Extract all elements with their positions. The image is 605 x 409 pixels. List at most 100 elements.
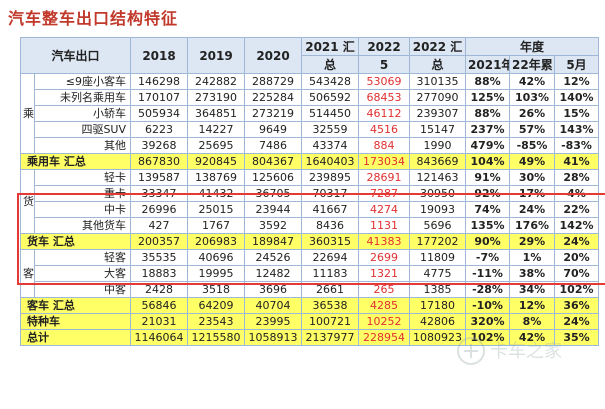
- cell: 46112: [358, 105, 411, 122]
- cell: 10252: [358, 313, 411, 330]
- header-22-cumulative: 22年累: [509, 55, 556, 74]
- header-2022-total-a: 2022 汇: [409, 37, 467, 56]
- cell: 867830: [130, 153, 189, 170]
- header-category: 汽车出口: [19, 37, 132, 74]
- cell: 427: [130, 217, 189, 234]
- cell: 125606: [244, 169, 303, 186]
- cell: 56846: [130, 297, 189, 314]
- cell: 2699: [358, 249, 411, 266]
- cell: 43374: [301, 137, 360, 154]
- cell: 8%: [509, 313, 556, 330]
- cell: 68453: [358, 89, 411, 106]
- cell: 17180: [409, 297, 467, 314]
- cell: 2137977: [301, 329, 360, 346]
- cell: 88%: [465, 73, 511, 90]
- table-row: 大客 18883 19995 12482 11183 1321 4775 -11% 38% 70%: [21, 265, 600, 282]
- cell: 177202: [409, 233, 467, 250]
- cell: 15147: [409, 121, 467, 138]
- cell: 4%: [554, 185, 600, 202]
- cell: 57%: [509, 121, 556, 138]
- summary-row: 客车 汇总 56846 64209 40704 36538 4285 17180 -10% 12…: [19, 297, 600, 314]
- cell: 30%: [509, 169, 556, 186]
- cell: 4775: [409, 265, 467, 282]
- cell: 843669: [409, 153, 467, 170]
- cell: 140%: [554, 89, 600, 106]
- cell: 11809: [409, 249, 467, 266]
- table-row: 其他 39268 25695 7486 43374 884 1990 479% -85% -83%: [21, 137, 600, 154]
- cell: 228954: [358, 329, 411, 346]
- cell: 24%: [554, 313, 600, 330]
- cell: 139587: [130, 169, 189, 186]
- header-2022-b: 5: [358, 55, 411, 74]
- cell: 102%: [465, 329, 511, 346]
- cell: 225284: [244, 89, 303, 106]
- cell: 360315: [301, 233, 360, 250]
- row-label: 轻客: [33, 249, 132, 266]
- header-2022-total-b: 总: [409, 55, 467, 74]
- cell: 64209: [187, 297, 246, 314]
- header-row-1: 汽车出口 2018 2019 2020 2021 汇 2022 2022 汇 年…: [19, 37, 600, 74]
- cell: 1215580: [187, 329, 246, 346]
- summary-row: 货车 汇总 200357 206983 189847 360315 41383 177202…: [19, 233, 600, 250]
- cell: -10%: [465, 297, 511, 314]
- cell: 1385: [409, 281, 467, 298]
- cell: 104%: [465, 153, 511, 170]
- cell: 884: [358, 137, 411, 154]
- cell: 38%: [509, 265, 556, 282]
- header-may: 5月: [554, 55, 600, 74]
- cell: 143%: [554, 121, 600, 138]
- cell: 121463: [409, 169, 467, 186]
- cell: 90%: [465, 233, 511, 250]
- row-label: 中卡: [33, 201, 132, 218]
- cell: 26%: [509, 105, 556, 122]
- header-2021-growth: 2021年: [465, 55, 511, 74]
- cell: 19995: [187, 265, 246, 282]
- header-annual: 年度: [465, 37, 600, 56]
- cell: 70%: [554, 265, 600, 282]
- cell: 506592: [301, 89, 360, 106]
- cell: 18883: [130, 265, 189, 282]
- cell: 239895: [301, 169, 360, 186]
- table-row: 中客 2428 3518 3696 2661 265 1385 -28% 34% 102%: [21, 281, 600, 298]
- export-structure-table: 汽车出口 2018 2019 2020 2021 汇 2022 2022 汇 年…: [19, 37, 600, 346]
- cell: 1767: [187, 217, 246, 234]
- cell: 29%: [509, 233, 556, 250]
- row-label: 中客: [33, 281, 132, 298]
- table-row: 货车轻卡139587138769125606239895286911214639…: [20, 169, 600, 234]
- cell: 239307: [409, 105, 467, 122]
- cell: 1%: [509, 249, 556, 266]
- cell: 41667: [301, 201, 360, 218]
- header-2019: 2019: [187, 37, 246, 74]
- cell: -28%: [465, 281, 511, 298]
- cell: 24%: [554, 233, 600, 250]
- row-label: ≤9座小客车: [33, 73, 132, 90]
- cell: 320%: [465, 313, 511, 330]
- row-label: 轻卡: [33, 169, 132, 186]
- cell: 173034: [358, 153, 411, 170]
- cell: 170107: [130, 89, 189, 106]
- row-label: 小轿车: [33, 105, 132, 122]
- cell: 1058913: [244, 329, 303, 346]
- cell: 273219: [244, 105, 303, 122]
- cell: 4516: [358, 121, 411, 138]
- cell: 4285: [358, 297, 411, 314]
- row-label: 未列名乘用车: [33, 89, 132, 106]
- cell: 102%: [554, 281, 600, 298]
- cell: 42%: [509, 329, 556, 346]
- cell: 22694: [301, 249, 360, 266]
- cell: 2428: [130, 281, 189, 298]
- cell: 505934: [130, 105, 189, 122]
- cell: 28691: [358, 169, 411, 186]
- cell: 35%: [554, 329, 600, 346]
- row-label: 乘用车 汇总: [19, 153, 132, 170]
- summary-row: 乘用车 汇总 867830 920845 804367 1640403 173034 843…: [19, 153, 600, 170]
- group-label-truck: 货车: [20, 169, 35, 234]
- cell: 88%: [465, 105, 511, 122]
- summary-row: 总计 1146064 1215580 1058913 2137977 228954 1080…: [19, 329, 600, 346]
- cell: 146298: [130, 73, 189, 90]
- row-label: 四驱SUV: [33, 121, 132, 138]
- cell: 40704: [244, 297, 303, 314]
- cell: 288729: [244, 73, 303, 90]
- cell: 28%: [554, 169, 600, 186]
- cell: -85%: [509, 137, 556, 154]
